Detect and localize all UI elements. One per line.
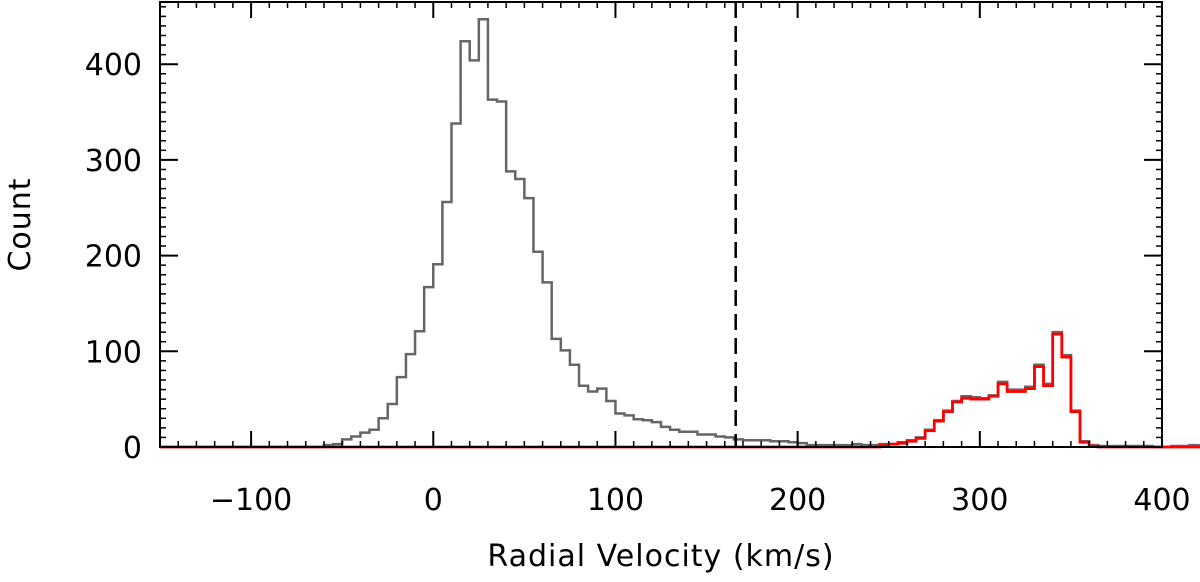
x-tick-label: 200: [769, 483, 826, 518]
histogram-series-1: [160, 17, 1200, 449]
x-tick-label: −100: [210, 483, 292, 518]
y-tick-label: 100: [85, 335, 142, 370]
y-tick-label: 200: [85, 240, 142, 275]
y-tick-label: 300: [85, 144, 142, 179]
x-tick-label: 100: [587, 483, 644, 518]
y-tick-label: 400: [85, 48, 142, 83]
x-tick-label: 400: [1133, 483, 1190, 518]
x-axis-title: Radial Velocity (km/s): [487, 539, 834, 574]
axis-ticks: −100 0 100 200 300 400 0 100 200 300 400: [85, 2, 1191, 518]
series-layer: [160, 2, 1200, 449]
plot-frame: [159, 1, 1163, 448]
x-tick-label: 300: [951, 483, 1008, 518]
x-tick-label: 0: [424, 483, 443, 518]
y-axis-title: Count: [3, 177, 38, 271]
y-tick-label: 0: [123, 431, 142, 466]
